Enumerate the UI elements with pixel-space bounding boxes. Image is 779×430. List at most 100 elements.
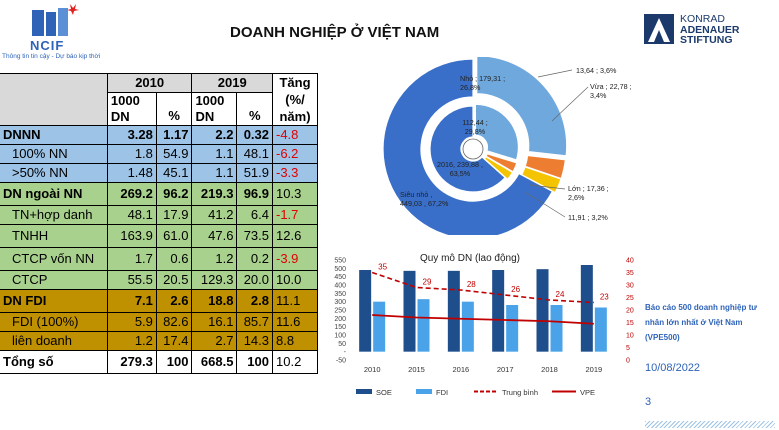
table-cell-b: 45.1 [155,163,193,183]
donut-slice [485,152,518,173]
table-row: 100% NN 1.8 54.9 1.1 48.1 -6.2 [0,144,318,164]
leader-line [537,69,573,78]
x-tick-label: 2015 [408,365,425,374]
table-cell-g: -1.7 [272,205,318,225]
table-cell-c: 1.1 [191,144,238,164]
table-cell-a: 279.3 [106,350,157,374]
y2-tick-label: 15 [626,320,634,327]
table-row: DN ngoài NN 269.2 96.2 219.3 96.9 10.3 [0,182,318,206]
table-cell-g: -4.8 [272,125,318,145]
table-row: TNHH 163.9 61.0 47.6 73.5 12.6 [0,224,318,248]
ncif-logo: NCIF Thông tin tin cậy - Dự báo kịp thời [2,2,100,64]
table-cell-g: 11.1 [272,289,318,313]
donut-data-label: Lớn ; 17,36 ; 2,6% [568,184,609,202]
table-cell-label: TNHH [0,224,108,248]
trung-binh-line [371,271,594,304]
trung-binh-label: 29 [423,278,432,287]
header-pct-2010: % [155,92,193,126]
donut-hole [462,138,484,160]
donut-slice [382,58,554,235]
page-title: DOANH NGHIỆP Ở VIỆT NAM [230,24,440,41]
donut-data-label: 13,64 ; 3,6% [576,66,617,75]
trung-binh-label: 23 [600,293,609,302]
table-cell-c: 1.2 [191,247,238,271]
table-row: CTCP 55.5 20.5 129.3 20.0 10.0 [0,270,318,290]
table-cell-g: 8.8 [272,331,318,351]
table-cell-d: 85.7 [236,312,273,332]
partner-line2: ADENAUER [680,23,740,36]
y2-tick-label: 10 [626,333,634,340]
partner-line3: STIFTUNG [680,34,733,46]
trung-binh-label: 35 [378,263,387,272]
table-cell-b: 100 [155,350,193,374]
table-cell-c: 219.3 [191,182,238,206]
x-tick-label: 2010 [364,365,381,374]
x-tick-label: 2016 [452,365,469,374]
table-cell-d: 100 [236,350,273,374]
y-tick-label: 250 [334,308,346,315]
table-row: >50% NN 1.48 45.1 1.1 51.9 -3.3 [0,163,318,183]
y2-tick-label: 40 [626,258,634,265]
legend-swatch [416,389,432,394]
table-cell-a: 1.48 [106,163,157,183]
y-tick-label: - [344,349,347,356]
y2-tick-label: 20 [626,308,634,315]
y-tick-label: 550 [334,258,346,265]
table-cell-a: 1.2 [106,331,157,351]
table-cell-b: 17.9 [155,205,193,225]
table-cell-label: DN FDI [0,289,108,313]
donut-data-label: 11,91 ; 3,2% [568,213,608,222]
table-cell-a: 48.1 [106,205,157,225]
x-tick-label: 2019 [585,365,602,374]
y2-tick-label: 0 [626,358,630,365]
table-row: Tổng số 279.3 100 668.5 100 10.2 [0,350,318,374]
table-cell-b: 96.2 [155,182,193,206]
table-cell-label: DN ngoài NN [0,182,108,206]
bar-fdi [550,305,563,352]
table-cell-c: 41.2 [191,205,238,225]
table-row: CTCP vốn NN 1.7 0.6 1.2 0.2 -3.9 [0,247,318,271]
table-cell-g: 10.2 [272,350,318,374]
donut-slice [474,103,519,161]
table-cell-a: 1.7 [106,247,157,271]
y-tick-label: 300 [334,299,346,306]
bar-fdi [594,307,607,352]
table-cell-g: -6.2 [272,144,318,164]
header-2010: 2010 [106,73,193,93]
book-icon [32,4,79,36]
table-cell-d: 6.4 [236,205,273,225]
table-cell-c: 16.1 [191,312,238,332]
header-pct-2019: % [236,92,273,126]
bar-fdi [506,305,519,352]
table-row: TN+hợp danh 48.1 17.9 41.2 6.4 -1.7 [0,205,318,225]
vpe-line [372,314,594,325]
table-cell-a: 163.9 [106,224,157,248]
table-cell-c: 2.7 [191,331,238,351]
table-cell-label: >50% NN [0,163,108,183]
enterprise-table: 2010 2019 Tăng (%/ năm) 1000 DN % 1000 D… [0,73,318,374]
table-cell-label: CTCP vốn NN [0,247,108,271]
table-cell-g: 12.6 [272,224,318,248]
table-cell-d: 0.2 [236,247,273,271]
table-cell-d: 51.9 [236,163,273,183]
y2-tick-label: 35 [626,270,634,277]
header-unit-2019: 1000 DN [191,92,238,126]
table-cell-a: 269.2 [106,182,157,206]
table-cell-g: -3.3 [272,163,318,183]
legend-label: VPE [580,388,595,397]
chart-title: Quy mô DN (lao động) [420,253,520,264]
table-cell-b: 61.0 [155,224,193,248]
bar-soe [403,270,416,352]
table-cell-c: 18.8 [191,289,238,313]
table-cell-b: 1.17 [155,125,193,145]
bar-soe [359,270,372,352]
y2-tick-label: 5 [626,345,630,352]
legend-swatch [356,389,372,394]
table-cell-a: 5.9 [106,312,157,332]
x-tick-label: 2017 [497,365,514,374]
trung-binh-label: 26 [511,285,520,294]
header-unit-2010: 1000 DN [106,92,157,126]
table-cell-label: FDI (100%) [0,312,108,332]
table-cell-c: 1.1 [191,163,238,183]
leader-line [529,184,566,190]
